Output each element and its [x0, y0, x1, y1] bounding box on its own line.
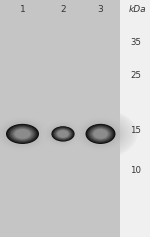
Ellipse shape — [43, 121, 83, 147]
Text: 15: 15 — [130, 126, 141, 135]
Ellipse shape — [92, 128, 109, 139]
Text: 10: 10 — [130, 166, 141, 175]
Ellipse shape — [8, 125, 37, 142]
Ellipse shape — [37, 117, 89, 151]
Ellipse shape — [97, 131, 104, 137]
Ellipse shape — [61, 132, 65, 135]
Ellipse shape — [54, 128, 72, 140]
Ellipse shape — [17, 131, 28, 137]
Ellipse shape — [88, 125, 113, 142]
Ellipse shape — [0, 118, 48, 149]
Text: 1: 1 — [20, 5, 25, 14]
Ellipse shape — [16, 130, 29, 138]
Ellipse shape — [60, 132, 66, 136]
Ellipse shape — [69, 113, 132, 155]
Ellipse shape — [0, 111, 60, 157]
Bar — [120, 0, 150, 237]
Ellipse shape — [39, 118, 87, 150]
Ellipse shape — [56, 129, 70, 139]
Ellipse shape — [64, 109, 137, 159]
Ellipse shape — [80, 120, 121, 148]
Ellipse shape — [75, 117, 126, 151]
Ellipse shape — [89, 126, 112, 142]
Ellipse shape — [41, 119, 85, 149]
Text: kDa: kDa — [129, 5, 147, 14]
Ellipse shape — [53, 127, 73, 141]
Ellipse shape — [11, 127, 34, 141]
Ellipse shape — [18, 131, 27, 137]
Ellipse shape — [52, 127, 74, 141]
Ellipse shape — [10, 126, 35, 142]
Ellipse shape — [57, 130, 69, 138]
Ellipse shape — [94, 130, 106, 138]
Text: 25: 25 — [130, 71, 141, 80]
Ellipse shape — [57, 130, 69, 137]
Ellipse shape — [0, 120, 45, 148]
Text: 2: 2 — [60, 5, 66, 14]
Ellipse shape — [91, 128, 110, 140]
Ellipse shape — [13, 128, 32, 139]
Ellipse shape — [0, 113, 57, 155]
Ellipse shape — [45, 122, 81, 146]
Ellipse shape — [6, 124, 39, 144]
Ellipse shape — [96, 131, 105, 137]
Ellipse shape — [49, 125, 77, 143]
Ellipse shape — [93, 129, 108, 139]
Ellipse shape — [0, 117, 51, 151]
Ellipse shape — [59, 131, 67, 137]
Ellipse shape — [87, 125, 114, 143]
Ellipse shape — [67, 111, 134, 157]
Ellipse shape — [72, 115, 129, 153]
Ellipse shape — [15, 129, 30, 139]
Ellipse shape — [7, 125, 38, 143]
Ellipse shape — [35, 115, 91, 153]
Ellipse shape — [98, 132, 103, 136]
Ellipse shape — [83, 122, 118, 146]
Ellipse shape — [3, 122, 42, 146]
Ellipse shape — [58, 131, 68, 137]
Ellipse shape — [51, 126, 75, 142]
Ellipse shape — [47, 123, 79, 144]
Ellipse shape — [85, 124, 116, 144]
Bar — [0, 0, 120, 237]
Ellipse shape — [90, 127, 111, 141]
Ellipse shape — [55, 128, 71, 139]
Ellipse shape — [0, 115, 54, 153]
Ellipse shape — [0, 109, 63, 159]
Text: 3: 3 — [98, 5, 103, 14]
Ellipse shape — [12, 128, 33, 140]
Ellipse shape — [77, 118, 124, 149]
Ellipse shape — [20, 132, 25, 136]
Text: 35: 35 — [130, 38, 141, 47]
